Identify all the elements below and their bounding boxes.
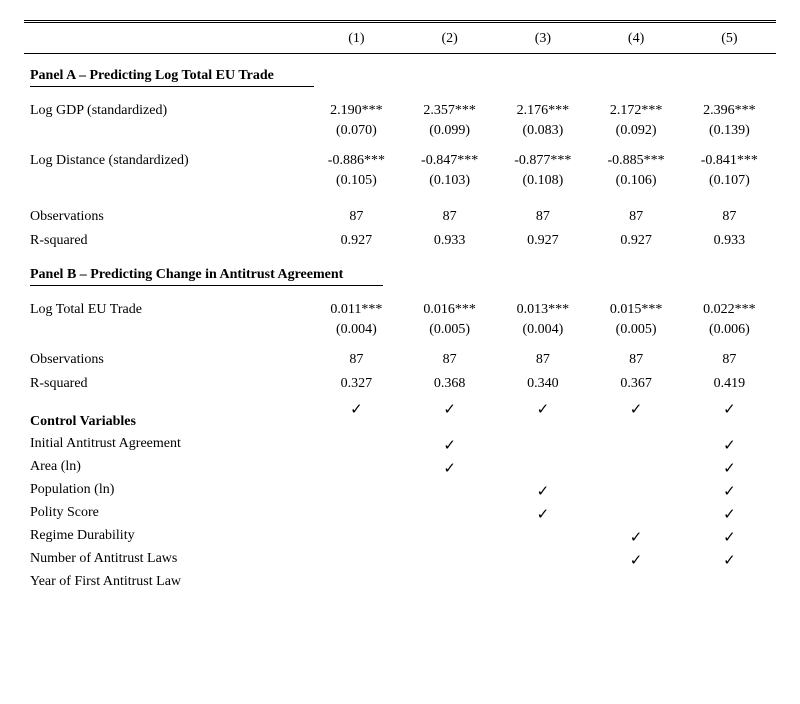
panel-a-gdp-coef: Log GDP (standardized) 2.190*** 2.357***… <box>24 93 776 123</box>
panel-a-dist-se: (0.105) (0.103) (0.108) (0.106) (0.107) <box>24 173 776 199</box>
panel-b-trade-se: (0.004) (0.005) (0.004) (0.005) (0.006) <box>24 322 776 348</box>
cv-num-laws: Number of Antitrust Laws ✓ ✓ <box>24 549 776 572</box>
panel-b-obs: Observations 87 87 87 87 87 <box>24 348 776 372</box>
cv-initial-agreement: Initial Antitrust Agreement ✓ ✓ <box>24 434 776 457</box>
cv-area: Area (ln) ✓ ✓ <box>24 457 776 480</box>
regression-table: (1) (2) (3) (4) (5) Panel A – Predicting… <box>24 20 776 592</box>
panel-a-obs: Observations 87 87 87 87 87 <box>24 199 776 229</box>
row-label: Log GDP (standardized) <box>24 93 310 123</box>
panel-a-title: Panel A – Predicting Log Total EU Trade <box>30 68 314 87</box>
panel-b-title: Panel B – Predicting Change in Antitrust… <box>30 267 383 286</box>
row-label: Log Distance (standardized) <box>24 149 310 173</box>
col-1: (1) <box>310 22 403 54</box>
panel-b-trade-coef: Log Total EU Trade 0.011*** 0.016*** 0.0… <box>24 292 776 322</box>
panel-a-r2: R-squared 0.927 0.933 0.927 0.927 0.933 <box>24 229 776 253</box>
panel-a-dist-coef: Log Distance (standardized) -0.886*** -0… <box>24 149 776 173</box>
panel-b-header: Panel B – Predicting Change in Antitrust… <box>24 253 776 292</box>
cv-regime: Regime Durability ✓ ✓ <box>24 526 776 549</box>
cv-first-year: Year of First Antitrust Law <box>24 572 776 592</box>
cv-population: Population (ln) ✓ ✓ <box>24 480 776 503</box>
col-3: (3) <box>496 22 589 54</box>
control-variables-header: Control Variables ✓ ✓ ✓ ✓ ✓ <box>24 396 776 434</box>
panel-a-gdp-se: (0.070) (0.099) (0.083) (0.092) (0.139) <box>24 123 776 149</box>
cv-polity: Polity Score ✓ ✓ <box>24 503 776 526</box>
col-4: (4) <box>589 22 682 54</box>
panel-b-r2: R-squared 0.327 0.368 0.340 0.367 0.419 <box>24 372 776 396</box>
panel-a-header: Panel A – Predicting Log Total EU Trade <box>24 54 776 94</box>
col-5: (5) <box>683 22 776 54</box>
col-2: (2) <box>403 22 496 54</box>
column-header-row: (1) (2) (3) (4) (5) <box>24 22 776 54</box>
